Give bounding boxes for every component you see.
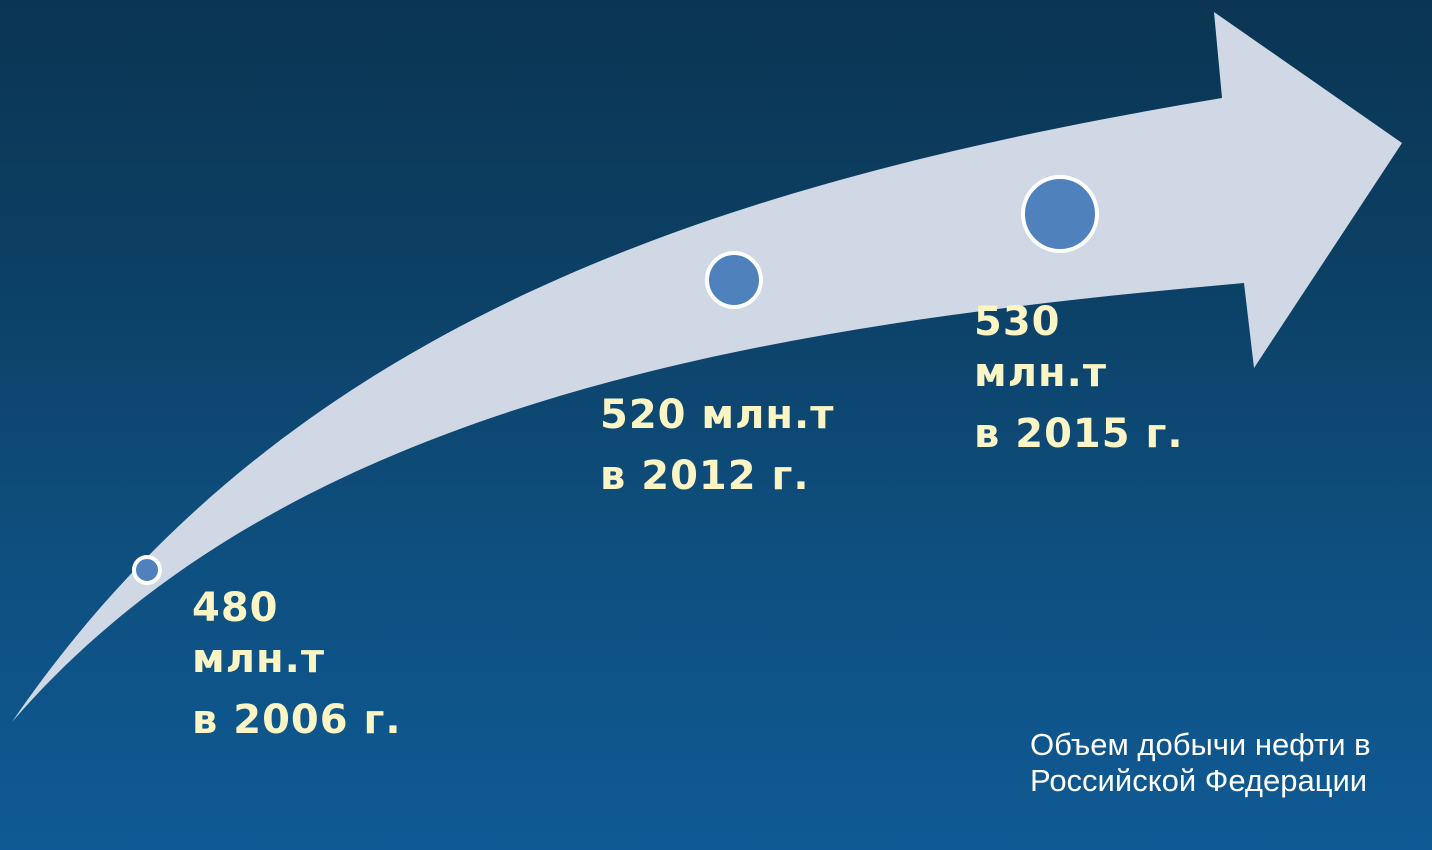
milestone-label-2015: 530 млн.т в 2015 г. [974, 297, 1184, 460]
milestone-label-2006: 480 млн.т в 2006 г. [192, 583, 402, 746]
milestone-year-2015: в 2015 г. [974, 411, 1184, 457]
diagram-caption: Объем добычи нефти в Российской Федераци… [1030, 727, 1371, 798]
milestone-year-2006: в 2006 г. [192, 697, 402, 743]
milestone-amount-2006: 480 млн.т [192, 585, 326, 682]
milestone-amount-2012: 520 млн.т [600, 392, 835, 438]
milestone-amount-2015: 530 млн.т [974, 299, 1108, 396]
milestone-label-2012: 520 млн.т в 2012 г. [600, 390, 900, 502]
milestone-year-2012: в 2012 г. [600, 453, 810, 499]
milestone-marker-2006 [132, 555, 162, 585]
milestone-marker-2012 [705, 251, 763, 309]
milestone-marker-2015 [1021, 175, 1099, 253]
